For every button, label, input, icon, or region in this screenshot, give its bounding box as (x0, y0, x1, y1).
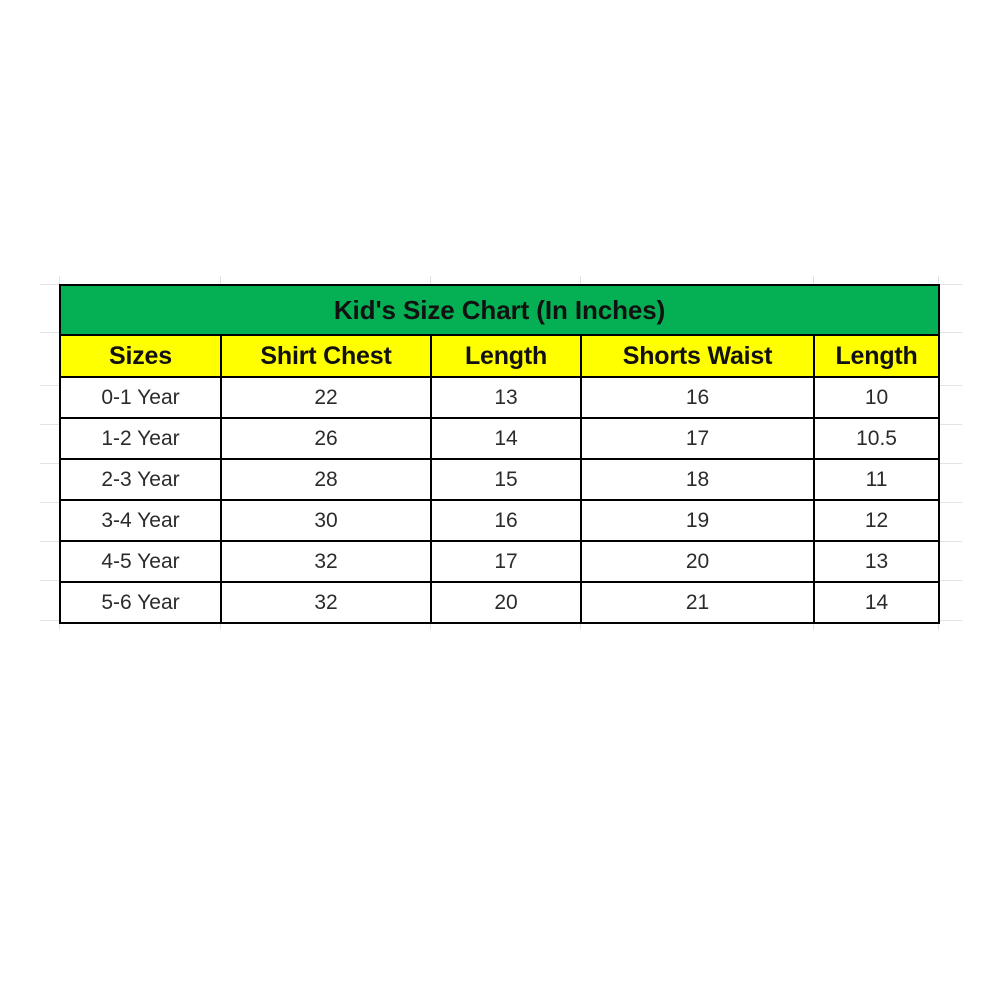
cell-shirt-length: 13 (430, 376, 582, 419)
cell-shirt-chest: 22 (220, 376, 432, 419)
column-header-shirt-length: Length (430, 334, 582, 378)
cell-shorts-length: 10.5 (812, 417, 941, 460)
cell-shirt-chest: 32 (220, 540, 432, 583)
cell-shorts-length: 13 (812, 540, 941, 583)
table-row: 2-3 Year 28 15 18 11 (59, 458, 941, 501)
outer-gridline (40, 463, 59, 464)
outer-gridline (59, 621, 60, 630)
cell-shorts-length: 10 (812, 376, 941, 419)
outer-gridline (220, 276, 221, 285)
outer-gridline (220, 621, 221, 630)
outer-gridline (938, 502, 962, 503)
cell-shorts-length: 11 (812, 458, 941, 501)
cell-shirt-length: 17 (430, 540, 582, 583)
outer-gridline (580, 621, 581, 630)
cell-shirt-length: 16 (430, 499, 582, 542)
outer-gridline (430, 276, 431, 285)
outer-gridline (40, 284, 59, 285)
outer-gridline (938, 284, 962, 285)
outer-gridline (938, 463, 962, 464)
outer-gridline (938, 276, 939, 285)
outer-gridline (40, 332, 59, 333)
cell-shorts-waist: 17 (580, 417, 815, 460)
cell-shorts-waist: 18 (580, 458, 815, 501)
cell-shirt-length: 14 (430, 417, 582, 460)
cell-shorts-waist: 16 (580, 376, 815, 419)
cell-shorts-length: 14 (812, 581, 941, 624)
cell-size: 0-1 Year (59, 376, 222, 419)
table-header-row: Sizes Shirt Chest Length Shorts Waist Le… (59, 334, 941, 378)
outer-gridline (40, 541, 59, 542)
cell-shirt-chest: 26 (220, 417, 432, 460)
column-header-sizes: Sizes (59, 334, 222, 378)
outer-gridline (813, 276, 814, 285)
outer-gridline (59, 276, 60, 285)
table-title-row: Kid's Size Chart (In Inches) (58, 284, 941, 336)
cell-shorts-waist: 20 (580, 540, 815, 583)
cell-shorts-waist: 21 (580, 581, 815, 624)
outer-gridline (430, 621, 431, 630)
cell-size: 3-4 Year (59, 499, 222, 542)
cell-shirt-length: 15 (430, 458, 582, 501)
cell-size: 1-2 Year (59, 417, 222, 460)
cell-shirt-chest: 32 (220, 581, 432, 624)
cell-size: 2-3 Year (59, 458, 222, 501)
table-row: 5-6 Year 32 20 21 14 (59, 581, 941, 624)
cell-shorts-waist: 19 (580, 499, 815, 542)
table-row: 4-5 Year 32 17 20 13 (59, 540, 941, 583)
outer-gridline (938, 424, 962, 425)
cell-shirt-chest: 30 (220, 499, 432, 542)
table-row: 1-2 Year 26 14 17 10.5 (59, 417, 941, 460)
outer-gridline (938, 620, 962, 621)
outer-gridline (40, 580, 59, 581)
outer-gridline (813, 621, 814, 630)
outer-gridline (938, 332, 962, 333)
column-header-shirt-chest: Shirt Chest (220, 334, 432, 378)
outer-gridline (938, 580, 962, 581)
size-chart-table: Kid's Size Chart (In Inches) Sizes Shirt… (58, 284, 941, 624)
table-row: 0-1 Year 22 13 16 10 (59, 376, 941, 419)
outer-gridline (938, 541, 962, 542)
cell-size: 4-5 Year (59, 540, 222, 583)
outer-gridline (580, 276, 581, 285)
column-header-shorts-length: Length (812, 334, 941, 378)
chart-title: Kid's Size Chart (In Inches) (58, 284, 941, 336)
table-row: 3-4 Year 30 16 19 12 (59, 499, 941, 542)
column-header-shorts-waist: Shorts Waist (580, 334, 815, 378)
outer-gridline (40, 424, 59, 425)
cell-size: 5-6 Year (59, 581, 222, 624)
outer-gridline (40, 502, 59, 503)
outer-gridline (938, 385, 962, 386)
cell-shorts-length: 12 (812, 499, 941, 542)
outer-gridline (40, 385, 59, 386)
cell-shirt-chest: 28 (220, 458, 432, 501)
outer-gridline (40, 620, 59, 621)
cell-shirt-length: 20 (430, 581, 582, 624)
outer-gridline (938, 621, 939, 630)
